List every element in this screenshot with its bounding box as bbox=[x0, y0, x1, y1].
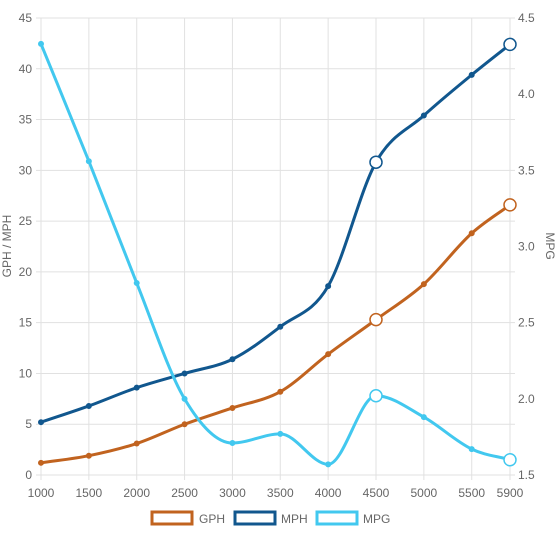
data-point-gph[interactable] bbox=[277, 388, 284, 395]
data-point-mph[interactable] bbox=[325, 283, 332, 290]
right-tick-label: 4.0 bbox=[518, 87, 535, 101]
legend-swatch-mpg bbox=[315, 510, 359, 526]
data-point-mpg[interactable] bbox=[277, 430, 284, 437]
x-tick-label: 4000 bbox=[315, 486, 342, 500]
series-mpg bbox=[38, 40, 517, 468]
legend-label-mpg: MPG bbox=[363, 512, 390, 526]
left-tick-label: 25 bbox=[19, 214, 33, 228]
left-tick-label: 0 bbox=[25, 468, 32, 482]
left-tick-label: 40 bbox=[19, 62, 33, 76]
data-point-mpg[interactable] bbox=[38, 40, 44, 47]
left-tick-label: 35 bbox=[19, 113, 33, 127]
data-point-mpg[interactable] bbox=[181, 395, 188, 402]
x-tick-label: 2000 bbox=[123, 486, 150, 500]
x-tick-label: 4500 bbox=[363, 486, 390, 500]
right-tick-label: 3.5 bbox=[518, 163, 535, 177]
data-point-gph[interactable] bbox=[38, 459, 44, 466]
x-axis-ticks: 1000 1500 2000 2500 3000 3500 4000 4500 5000 5500… bbox=[28, 486, 524, 500]
legend-label-gph: GPH bbox=[199, 512, 225, 526]
series-line-mpg bbox=[39, 42, 512, 466]
right-axis-title: MPG bbox=[543, 232, 557, 259]
left-tick-label: 45 bbox=[19, 11, 33, 25]
legend: GPH MPH MPG bbox=[150, 510, 390, 526]
left-tick-label: 10 bbox=[19, 366, 33, 380]
series-line-mph bbox=[39, 42, 512, 424]
data-point-mpg[interactable] bbox=[468, 446, 475, 453]
legend-swatch-gph bbox=[150, 510, 194, 526]
left-tick-label: 30 bbox=[19, 163, 33, 177]
data-point-mpg[interactable] bbox=[85, 158, 92, 165]
data-point-mpg[interactable] bbox=[133, 280, 140, 287]
data-point-gph[interactable] bbox=[420, 281, 427, 288]
data-point-highlight-gph[interactable] bbox=[503, 198, 517, 212]
data-point-mph[interactable] bbox=[277, 323, 284, 330]
x-tick-label: 3000 bbox=[219, 486, 246, 500]
data-point-mph[interactable] bbox=[38, 419, 44, 426]
legend-item-mph[interactable]: MPH bbox=[233, 510, 308, 526]
x-tick-label: 3500 bbox=[267, 486, 294, 500]
x-tick-label: 5900 bbox=[497, 486, 524, 500]
data-point-highlight-mpg[interactable] bbox=[369, 389, 383, 403]
data-point-mpg[interactable] bbox=[420, 414, 427, 421]
data-point-mpg[interactable] bbox=[325, 461, 332, 468]
grid bbox=[36, 17, 515, 480]
data-point-mpg[interactable] bbox=[229, 440, 236, 447]
data-point-mph[interactable] bbox=[229, 356, 236, 363]
data-point-gph[interactable] bbox=[229, 404, 236, 411]
x-tick-label: 1000 bbox=[28, 486, 55, 500]
right-tick-label: 4.5 bbox=[518, 11, 535, 25]
left-tick-label: 20 bbox=[19, 265, 33, 279]
right-tick-label: 1.5 bbox=[518, 468, 535, 482]
data-point-highlight-mpg[interactable] bbox=[503, 453, 517, 467]
data-point-gph[interactable] bbox=[181, 421, 188, 428]
data-point-mph[interactable] bbox=[468, 71, 475, 78]
left-axis-title: GPH / MPH bbox=[0, 215, 14, 278]
x-tick-label: 5500 bbox=[458, 486, 485, 500]
series-layer bbox=[38, 37, 517, 468]
legend-item-gph[interactable]: GPH bbox=[150, 510, 225, 526]
right-tick-label: 2.5 bbox=[518, 316, 535, 330]
legend-label-mph: MPH bbox=[281, 512, 308, 526]
data-point-mph[interactable] bbox=[420, 112, 427, 119]
legend-item-mpg[interactable]: MPG bbox=[315, 510, 390, 526]
x-tick-label: 1500 bbox=[76, 486, 103, 500]
data-point-mph[interactable] bbox=[133, 384, 140, 391]
left-tick-label: 15 bbox=[19, 316, 33, 330]
data-point-mph[interactable] bbox=[85, 402, 92, 409]
series-mph bbox=[38, 37, 517, 426]
legend-swatch-mph bbox=[233, 510, 277, 526]
data-point-highlight-mph[interactable] bbox=[503, 37, 517, 52]
data-point-highlight-mph[interactable] bbox=[369, 155, 383, 169]
data-point-gph[interactable] bbox=[468, 230, 475, 237]
data-point-gph[interactable] bbox=[325, 351, 332, 358]
left-axis-ticks: 0 5 10 15 20 25 30 35 40 45 bbox=[19, 11, 33, 482]
right-tick-label: 3.0 bbox=[518, 240, 535, 254]
x-tick-label: 2500 bbox=[171, 486, 198, 500]
x-tick-label: 5000 bbox=[411, 486, 438, 500]
data-point-mph[interactable] bbox=[181, 370, 188, 377]
right-tick-label: 2.0 bbox=[518, 392, 535, 406]
data-point-gph[interactable] bbox=[133, 440, 140, 447]
left-tick-label: 5 bbox=[25, 417, 32, 431]
right-axis-ticks: 1.5 2.0 2.5 3.0 3.5 4.0 4.5 bbox=[518, 11, 535, 482]
series-gph bbox=[38, 198, 517, 466]
data-point-gph[interactable] bbox=[85, 452, 92, 459]
data-point-highlight-gph[interactable] bbox=[369, 312, 383, 327]
